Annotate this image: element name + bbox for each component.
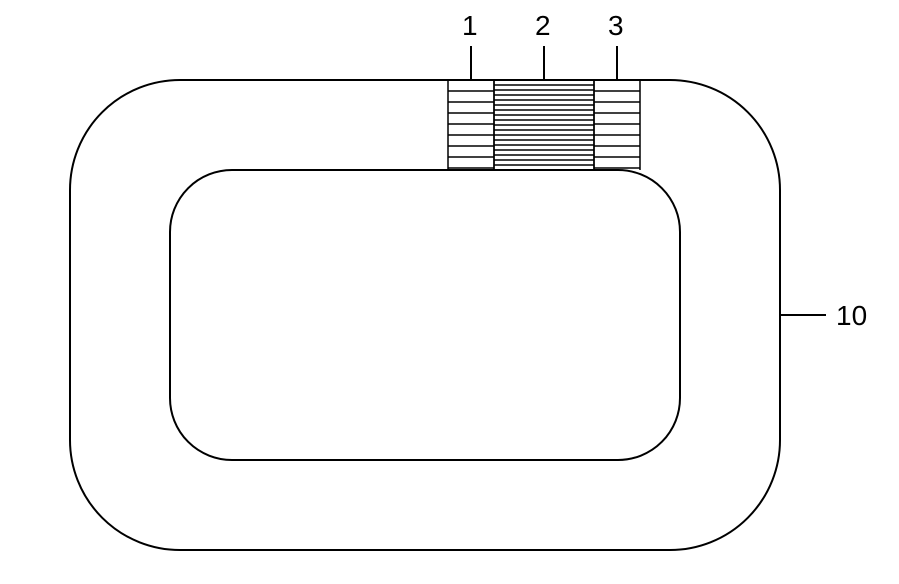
ring-diagram (0, 0, 899, 584)
label-10: 10 (836, 300, 867, 332)
label-2: 2 (535, 10, 551, 42)
label-3: 3 (608, 10, 624, 42)
label-1: 1 (462, 10, 478, 42)
